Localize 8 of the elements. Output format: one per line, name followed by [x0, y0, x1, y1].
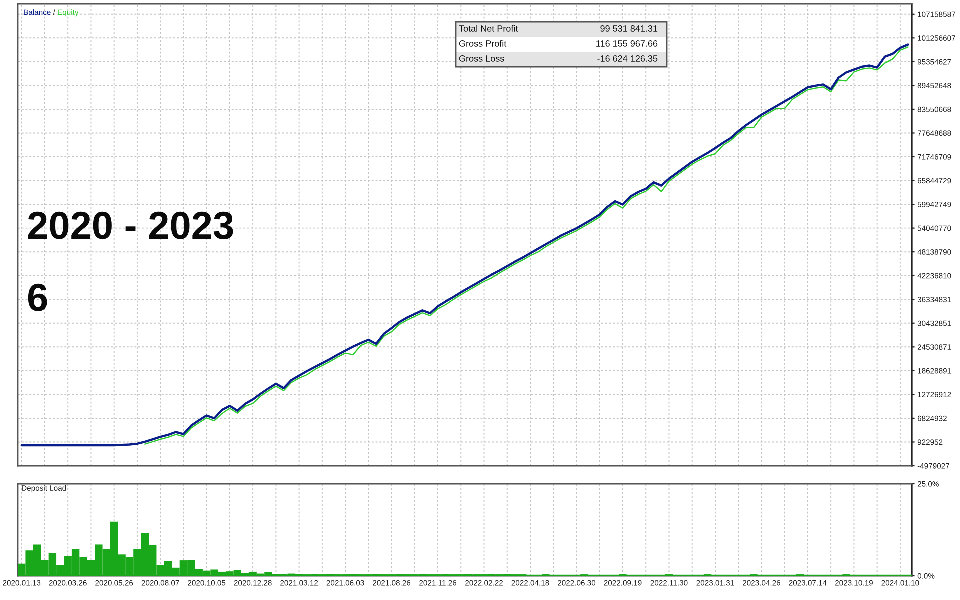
annotation: 6	[28, 284, 48, 312]
annotation: Gross Profit	[459, 40, 507, 47]
annotation: 116 155 967.66	[596, 40, 658, 47]
annotation: Gross Loss	[459, 56, 504, 62]
annotation: -16 624 126.35	[598, 56, 658, 62]
annotation: Total Net Profit	[459, 25, 518, 32]
annotation: 99 531 841.31	[600, 26, 658, 32]
annotation: 2020 - 2023	[28, 212, 234, 240]
